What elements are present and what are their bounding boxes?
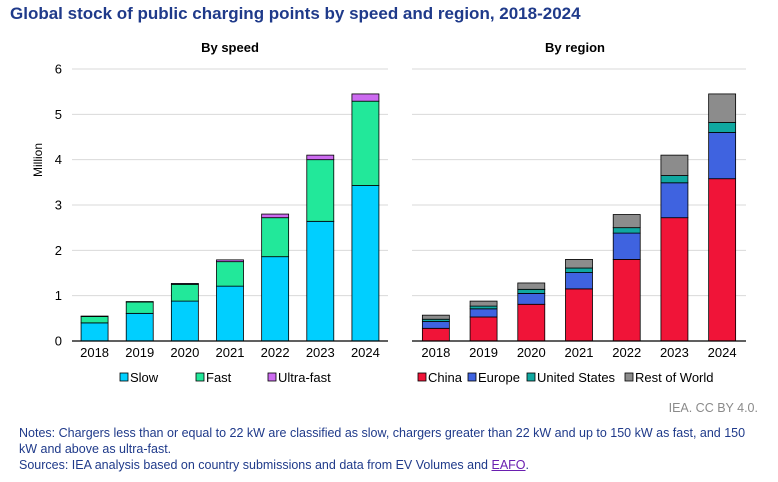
legend-label: Slow: [130, 370, 159, 385]
bar-segment: [469, 316, 498, 342]
legend-label: United States: [537, 370, 616, 385]
bar-segment: [306, 154, 335, 161]
bar-segment: [170, 283, 199, 302]
bar-segment: [660, 217, 689, 342]
x-tick-label: 2018: [80, 345, 109, 360]
bar-segment: [421, 314, 450, 320]
notes-block: Notes: Chargers less than or equal to 22…: [19, 425, 764, 473]
y-tick-label: 2: [55, 243, 62, 258]
x-tick-label: 2020: [170, 345, 199, 360]
bar-segment: [351, 185, 380, 342]
y-tick-label: 3: [55, 198, 62, 213]
bar-segment: [306, 220, 335, 342]
bar-segment: [421, 327, 450, 342]
bar-segment: [469, 305, 498, 310]
bar-segment: [216, 285, 244, 342]
bar-segment: [125, 301, 154, 303]
y-tick-label: 6: [55, 62, 62, 77]
x-tick-label: 2020: [517, 345, 546, 360]
legend-swatch: [624, 372, 634, 382]
legend-swatch: [526, 372, 536, 382]
bar-segment: [565, 272, 593, 290]
credit-text: IEA. CC BY 4.0.: [668, 401, 758, 415]
bar-segment: [351, 93, 380, 102]
panel-title-region: By region: [545, 40, 605, 55]
notes-text: Notes: Chargers less than or equal to 22…: [19, 426, 746, 456]
y-axis-label: Million: [31, 143, 45, 177]
x-tick-label: 2018: [421, 345, 450, 360]
legend-label: Europe: [478, 370, 520, 385]
bar-segment: [170, 300, 199, 342]
legend-label: Fast: [206, 370, 232, 385]
bar-segment: [517, 303, 546, 342]
x-tick-label: 2021: [565, 345, 594, 360]
eafo-link[interactable]: EAFO: [491, 458, 526, 472]
bar-segment: [125, 301, 154, 314]
x-tick-label: 2021: [216, 345, 245, 360]
bar-segment: [351, 100, 380, 186]
bar-segment: [565, 288, 593, 342]
bar-segment: [216, 261, 244, 287]
x-tick-label: 2024: [351, 345, 380, 360]
legend-label: Ultra-fast: [278, 370, 331, 385]
y-tick-label: 0: [55, 334, 62, 349]
bar-segment: [421, 321, 450, 329]
bar-segment: [612, 214, 641, 229]
bar-segment: [80, 315, 109, 317]
y-tick-label: 1: [55, 288, 62, 303]
bar-segment: [80, 322, 109, 342]
bar-segment: [469, 300, 498, 307]
x-tick-label: 2022: [261, 345, 290, 360]
bar-segment: [517, 292, 546, 305]
bar-segment: [469, 308, 498, 318]
x-tick-label: 2019: [125, 345, 154, 360]
bar-segment: [517, 282, 546, 290]
charts-canvas: 0 1 2 3 4 5 6 Million 2018 2019 2020 2021 2022 2023 20…: [31, 62, 746, 385]
legend-swatch: [467, 372, 477, 382]
bar-segment: [708, 93, 737, 123]
x-tick-label: 2022: [612, 345, 641, 360]
bar-segment: [565, 267, 593, 273]
bar-segment: [261, 256, 290, 342]
bar-segment: [80, 316, 109, 324]
bar-segment: [216, 259, 244, 263]
legend-swatch: [119, 372, 129, 382]
bar-segment: [660, 175, 689, 184]
bar-segment: [517, 288, 546, 294]
bar-segment: [708, 178, 737, 342]
bar-segment: [612, 227, 641, 234]
bar-segment: [170, 283, 199, 285]
legend-swatch: [417, 372, 427, 382]
sources-text: Sources: IEA analysis based on country s…: [19, 457, 764, 473]
bar-segment: [261, 217, 290, 258]
y-tick-label: 4: [55, 152, 62, 167]
panel-title-speed: By speed: [201, 40, 259, 55]
legend-label: Rest of World: [635, 370, 714, 385]
chart-title: Global stock of public charging points b…: [10, 4, 581, 23]
bar-segment: [306, 159, 335, 222]
bar-segment: [612, 258, 641, 342]
legend-swatch: [267, 372, 277, 382]
x-tick-label: 2019: [469, 345, 498, 360]
legend-swatch: [195, 372, 205, 382]
bar-segment: [261, 213, 290, 219]
bar-segment: [125, 312, 154, 342]
x-tick-label: 2023: [306, 345, 335, 360]
sources-prefix: Sources: IEA analysis based on country s…: [19, 458, 492, 472]
bar-segment: [660, 182, 689, 219]
bar-segment: [612, 232, 641, 260]
bar-segment: [565, 258, 593, 269]
x-tick-label: 2024: [708, 345, 737, 360]
bar-segment: [708, 122, 737, 133]
legend-label: China: [428, 370, 463, 385]
y-tick-label: 5: [55, 107, 62, 122]
bar-segment: [708, 132, 737, 180]
bar-segment: [660, 154, 689, 176]
sources-suffix: .: [525, 458, 530, 472]
x-tick-label: 2023: [660, 345, 689, 360]
